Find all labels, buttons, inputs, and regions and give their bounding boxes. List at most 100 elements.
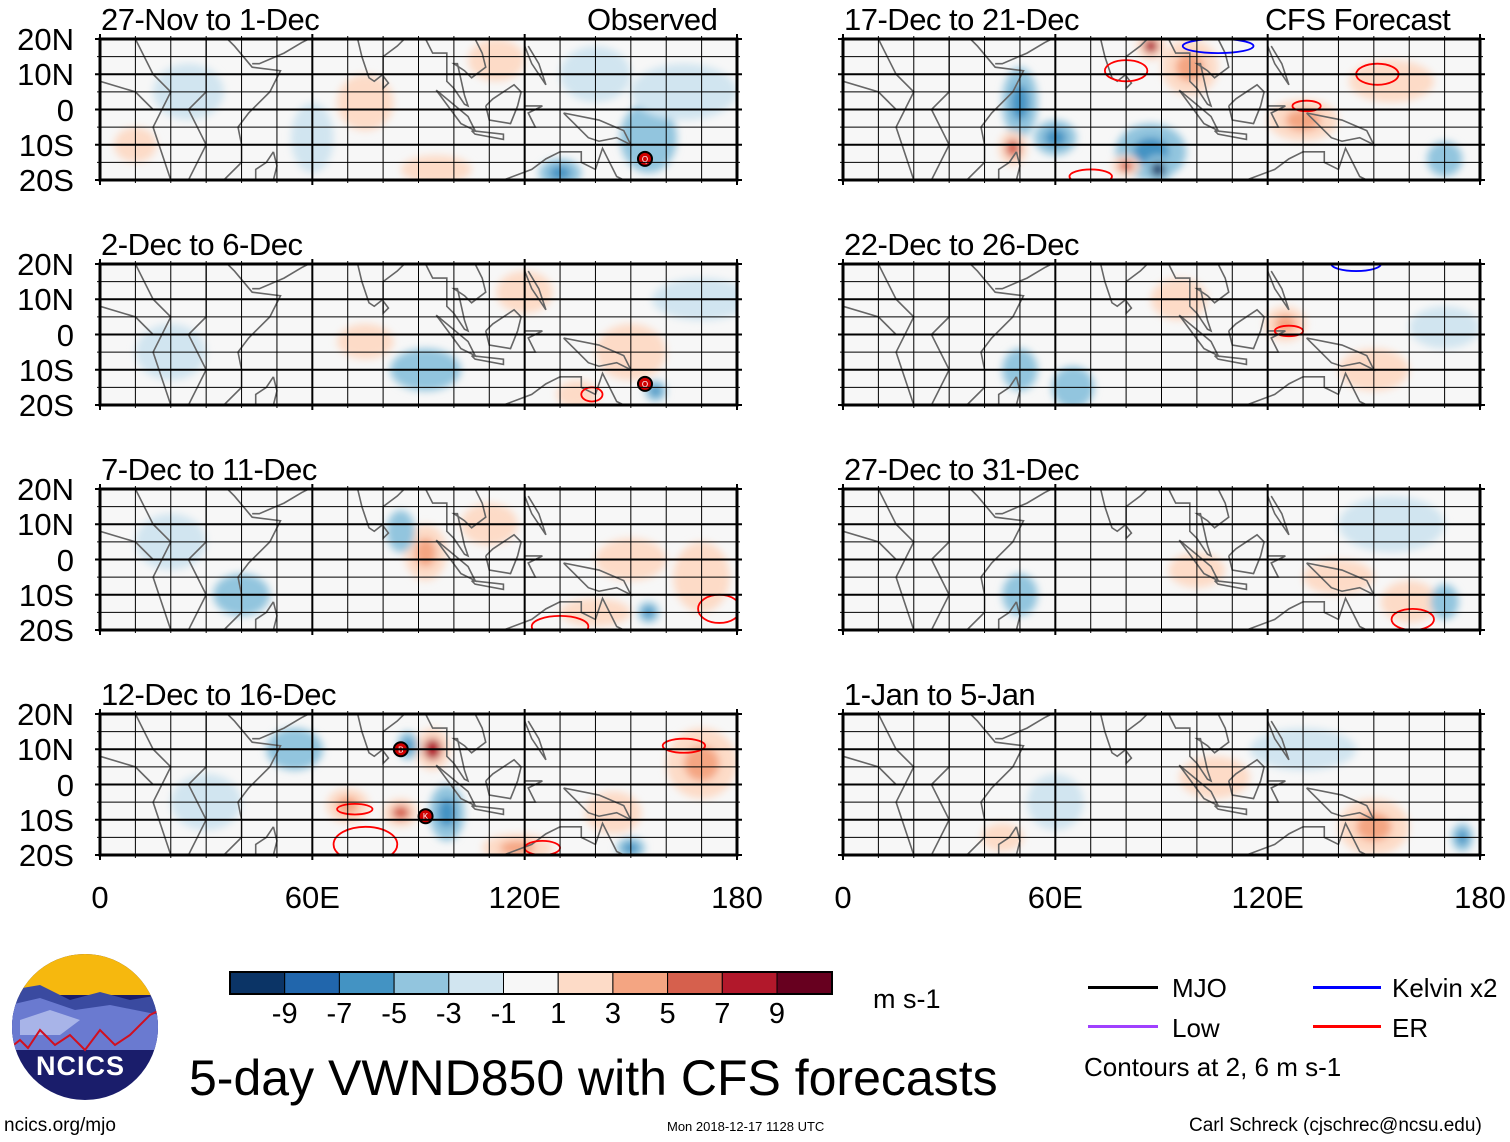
coastline (563, 337, 633, 372)
coastline (563, 562, 633, 597)
coastline (484, 758, 523, 800)
lon-label: 0 (91, 880, 109, 915)
coastline (1167, 264, 1230, 333)
coastline (435, 764, 477, 808)
lon-label: 180 (1454, 880, 1506, 915)
panel-title: 27-Nov to 1-Dec (101, 2, 320, 37)
panel-title: 17-Dec to 21-Dec (844, 2, 1079, 37)
legend-mjo-label: MJO (1172, 973, 1227, 1003)
forecast-label: CFS Forecast (1265, 2, 1451, 37)
footer-timestamp: Mon 2018-12-17 1128 UTC (667, 1119, 825, 1134)
lat-label: 0 (56, 317, 74, 353)
map-panel (95, 484, 742, 635)
coastline (356, 489, 405, 533)
logo-text: NCICS (36, 1051, 126, 1081)
legend-low-line (1088, 1025, 1158, 1028)
coastline (484, 308, 523, 350)
coastline (563, 787, 633, 822)
legend-note: Contours at 2, 6 m s-1 (1084, 1052, 1342, 1082)
wind-anomaly-core (650, 385, 661, 397)
coastline (1167, 489, 1230, 558)
legend-er-label: ER (1392, 1013, 1429, 1043)
coastline (424, 489, 487, 558)
wind-anomaly-core (1274, 315, 1296, 333)
legend-kelvin-line (1313, 986, 1381, 989)
wind-anomaly-core (1143, 39, 1158, 54)
colorbar-tick-label: 5 (659, 998, 676, 1030)
coastline (471, 804, 505, 816)
coastline (435, 314, 477, 358)
coastline (1167, 39, 1230, 108)
coastline (1099, 714, 1148, 758)
panel-title: 22-Dec to 26-Dec (844, 227, 1079, 262)
coastline (471, 579, 505, 591)
coastline (523, 45, 547, 86)
coastline (523, 720, 547, 761)
lon-label: 0 (834, 880, 852, 915)
coastline (1167, 714, 1230, 783)
coastline (997, 826, 1018, 855)
lat-label: 20N (17, 22, 74, 57)
lat-label: 10N (17, 282, 74, 318)
svg-text:Q: Q (642, 155, 648, 164)
coastline (1227, 308, 1266, 350)
coastline (1227, 533, 1266, 575)
lat-label: 0 (56, 92, 74, 128)
lat-label: 0 (56, 767, 74, 803)
lat-label: 10N (17, 507, 74, 543)
er-contour (332, 825, 399, 855)
coastline (997, 376, 1018, 405)
coastline (1178, 764, 1220, 808)
map-panel: BK (95, 709, 742, 860)
svg-text:K: K (423, 812, 429, 821)
wind-anomaly-core (391, 805, 410, 820)
map-panel (838, 709, 1485, 860)
er-contour (336, 802, 374, 816)
wind-anomaly (620, 102, 677, 173)
coastline (1266, 270, 1290, 311)
coastline (1214, 129, 1248, 141)
anomaly-field (170, 728, 737, 855)
coastline (254, 376, 275, 405)
coastline (1214, 354, 1248, 366)
coastline (1306, 337, 1376, 372)
lon-label: 120E (1231, 880, 1304, 915)
wind-anomaly-core (1150, 162, 1166, 177)
coastline (1227, 758, 1266, 800)
coastline (435, 539, 477, 583)
svg-text:O: O (642, 380, 648, 389)
coastline (995, 489, 1053, 515)
er-contour (1291, 99, 1322, 113)
coastline (995, 264, 1053, 290)
legend-mjo-line (1088, 986, 1158, 989)
footer-url: ncics.org/mjo (4, 1115, 116, 1136)
wind-anomaly (337, 323, 394, 360)
colorbar-tick-label: -5 (381, 998, 407, 1030)
coastline (424, 39, 487, 108)
wind-anomaly-core (437, 798, 456, 827)
coastline (1214, 579, 1248, 591)
kelvin-contour (1181, 39, 1255, 54)
coastline (997, 601, 1018, 630)
lat-label: 20S (18, 388, 74, 423)
map-panel (838, 484, 1485, 635)
wind-anomaly (1179, 756, 1250, 799)
coastline (1178, 89, 1220, 133)
coastline (1099, 489, 1148, 533)
coastline (484, 83, 523, 125)
er-contour (661, 737, 707, 754)
coastline (1306, 787, 1376, 822)
panel-title: 27-Dec to 31-Dec (844, 452, 1079, 487)
map-panel: Q (95, 34, 742, 185)
wind-anomaly-core (393, 520, 408, 542)
coastline (1178, 314, 1220, 358)
lon-label: 120E (488, 880, 561, 915)
lat-label: 20S (18, 838, 74, 873)
coastline (252, 264, 310, 290)
figure-title: 5-day VWND850 with CFS forecasts (189, 1050, 998, 1106)
coastline (1214, 804, 1248, 816)
coastline (523, 270, 547, 311)
colorbar-tick-label: 9 (768, 998, 786, 1030)
coastline (356, 714, 405, 758)
